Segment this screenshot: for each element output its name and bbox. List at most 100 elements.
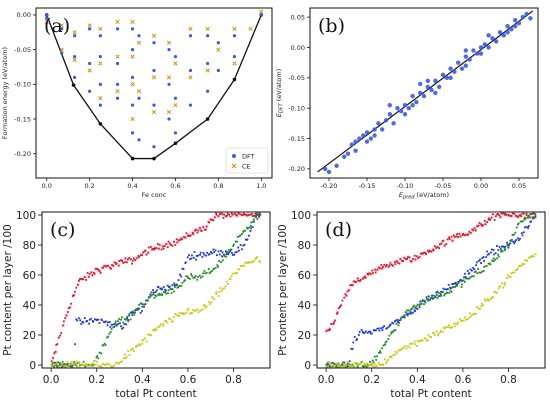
layer-point-blue xyxy=(386,327,388,329)
layer-point-red xyxy=(97,269,100,271)
layer-point-green xyxy=(413,304,415,307)
layer-point-green xyxy=(406,312,409,315)
layer-point-yellow xyxy=(498,286,501,288)
layer-point-green xyxy=(225,251,228,254)
layer-point-green xyxy=(245,226,248,229)
layer-point-red xyxy=(523,216,526,219)
layer-point-red xyxy=(401,260,403,262)
prediction-point xyxy=(361,133,366,138)
layer-point-blue xyxy=(381,329,384,331)
layer-point-green xyxy=(373,355,376,358)
layer-point-blue xyxy=(229,250,232,253)
layer-point-yellow xyxy=(118,362,120,365)
layer-point-yellow xyxy=(245,261,248,264)
layer-point-green xyxy=(527,216,530,219)
layer-point-yellow xyxy=(254,258,257,260)
ce-point xyxy=(44,19,49,24)
layer-point-blue xyxy=(352,341,355,344)
layer-point-red xyxy=(356,277,359,280)
layer-point-blue xyxy=(189,258,191,261)
prediction-point xyxy=(463,54,468,59)
layer-point-blue xyxy=(238,249,240,252)
dft-point xyxy=(152,145,156,149)
layer-point-yellow xyxy=(440,329,442,332)
layer-point-green xyxy=(408,309,410,312)
layer-point-green xyxy=(506,244,509,247)
layer-point-yellow xyxy=(340,365,343,368)
layer-point-yellow xyxy=(176,314,179,317)
layer-point-blue xyxy=(442,287,445,290)
layer-point-red xyxy=(359,278,362,281)
layer-point-green xyxy=(477,268,480,270)
layer-point-green xyxy=(126,315,129,318)
layer-point-blue xyxy=(165,289,167,292)
layer-point-blue xyxy=(120,325,122,328)
layer-point-yellow xyxy=(132,347,135,350)
layer-point-red xyxy=(126,258,129,261)
layer-point-yellow xyxy=(387,359,390,361)
layer-point-green xyxy=(509,242,512,245)
layer-point-green xyxy=(152,293,155,296)
prediction-point xyxy=(334,163,339,169)
layer-point-yellow xyxy=(122,357,125,360)
layer-point-yellow xyxy=(125,355,128,358)
layer-point-blue xyxy=(374,329,377,332)
layer-point-blue xyxy=(525,226,528,228)
layer-point-red xyxy=(403,256,406,259)
layer-point-yellow xyxy=(532,255,535,258)
layer-point-green xyxy=(196,278,199,281)
layer-point-yellow xyxy=(204,306,207,309)
layer-point-blue xyxy=(513,242,516,245)
layer-point-yellow xyxy=(57,363,59,366)
layer-point-red xyxy=(142,251,144,254)
y-tick-label: 100 xyxy=(16,210,36,222)
layer-point-red xyxy=(179,239,181,241)
layer-point-red xyxy=(337,307,340,310)
layer-point-yellow xyxy=(432,332,434,334)
layer-point-yellow xyxy=(506,274,509,276)
layer-point-blue xyxy=(112,323,115,326)
layer-point-yellow xyxy=(218,290,221,293)
layer-point-red xyxy=(496,213,499,215)
prediction-point xyxy=(524,11,529,17)
dft-point xyxy=(130,75,135,79)
layer-point-green xyxy=(220,261,223,264)
layer-point-yellow xyxy=(442,326,445,329)
prediction-point xyxy=(509,27,514,32)
layer-point-blue xyxy=(405,313,408,316)
layer-point-yellow xyxy=(205,305,208,308)
layer-point-blue xyxy=(445,288,448,291)
y-tick-label: -0.05 xyxy=(288,74,305,82)
layer-point-red xyxy=(93,272,96,275)
x-tick-label: -0.15 xyxy=(359,182,376,190)
layer-point-blue xyxy=(233,253,236,256)
layer-point-red xyxy=(53,352,56,355)
x-tick-label: 0.2 xyxy=(363,374,380,386)
layer-point-blue xyxy=(130,311,132,314)
layer-point-red xyxy=(94,267,97,270)
panel-label: (d) xyxy=(325,219,352,241)
layer-point-green xyxy=(427,299,430,302)
layer-point-blue xyxy=(199,253,201,256)
ce-point xyxy=(188,75,193,80)
layer-point-green xyxy=(248,226,250,229)
layer-point-green xyxy=(344,365,347,368)
layer-point-red xyxy=(141,254,143,257)
layer-point-blue xyxy=(150,291,153,294)
layer-point-red xyxy=(65,314,68,317)
ce-point xyxy=(130,116,135,122)
layer-point-yellow xyxy=(180,312,183,315)
layer-point-yellow xyxy=(100,365,103,368)
layer-point-red xyxy=(363,275,366,278)
layer-point-red xyxy=(86,271,89,274)
ce-point xyxy=(59,23,64,28)
layer-point-red xyxy=(474,229,477,232)
layer-point-green xyxy=(167,292,169,295)
layer-point-blue xyxy=(239,244,242,246)
x-tick-label: 0.8 xyxy=(500,374,517,386)
layer-point-red xyxy=(382,265,385,268)
layer-point-red xyxy=(384,265,387,268)
hull-vertex xyxy=(232,77,237,82)
layer-point-red xyxy=(52,357,54,359)
layer-point-red xyxy=(68,306,71,309)
